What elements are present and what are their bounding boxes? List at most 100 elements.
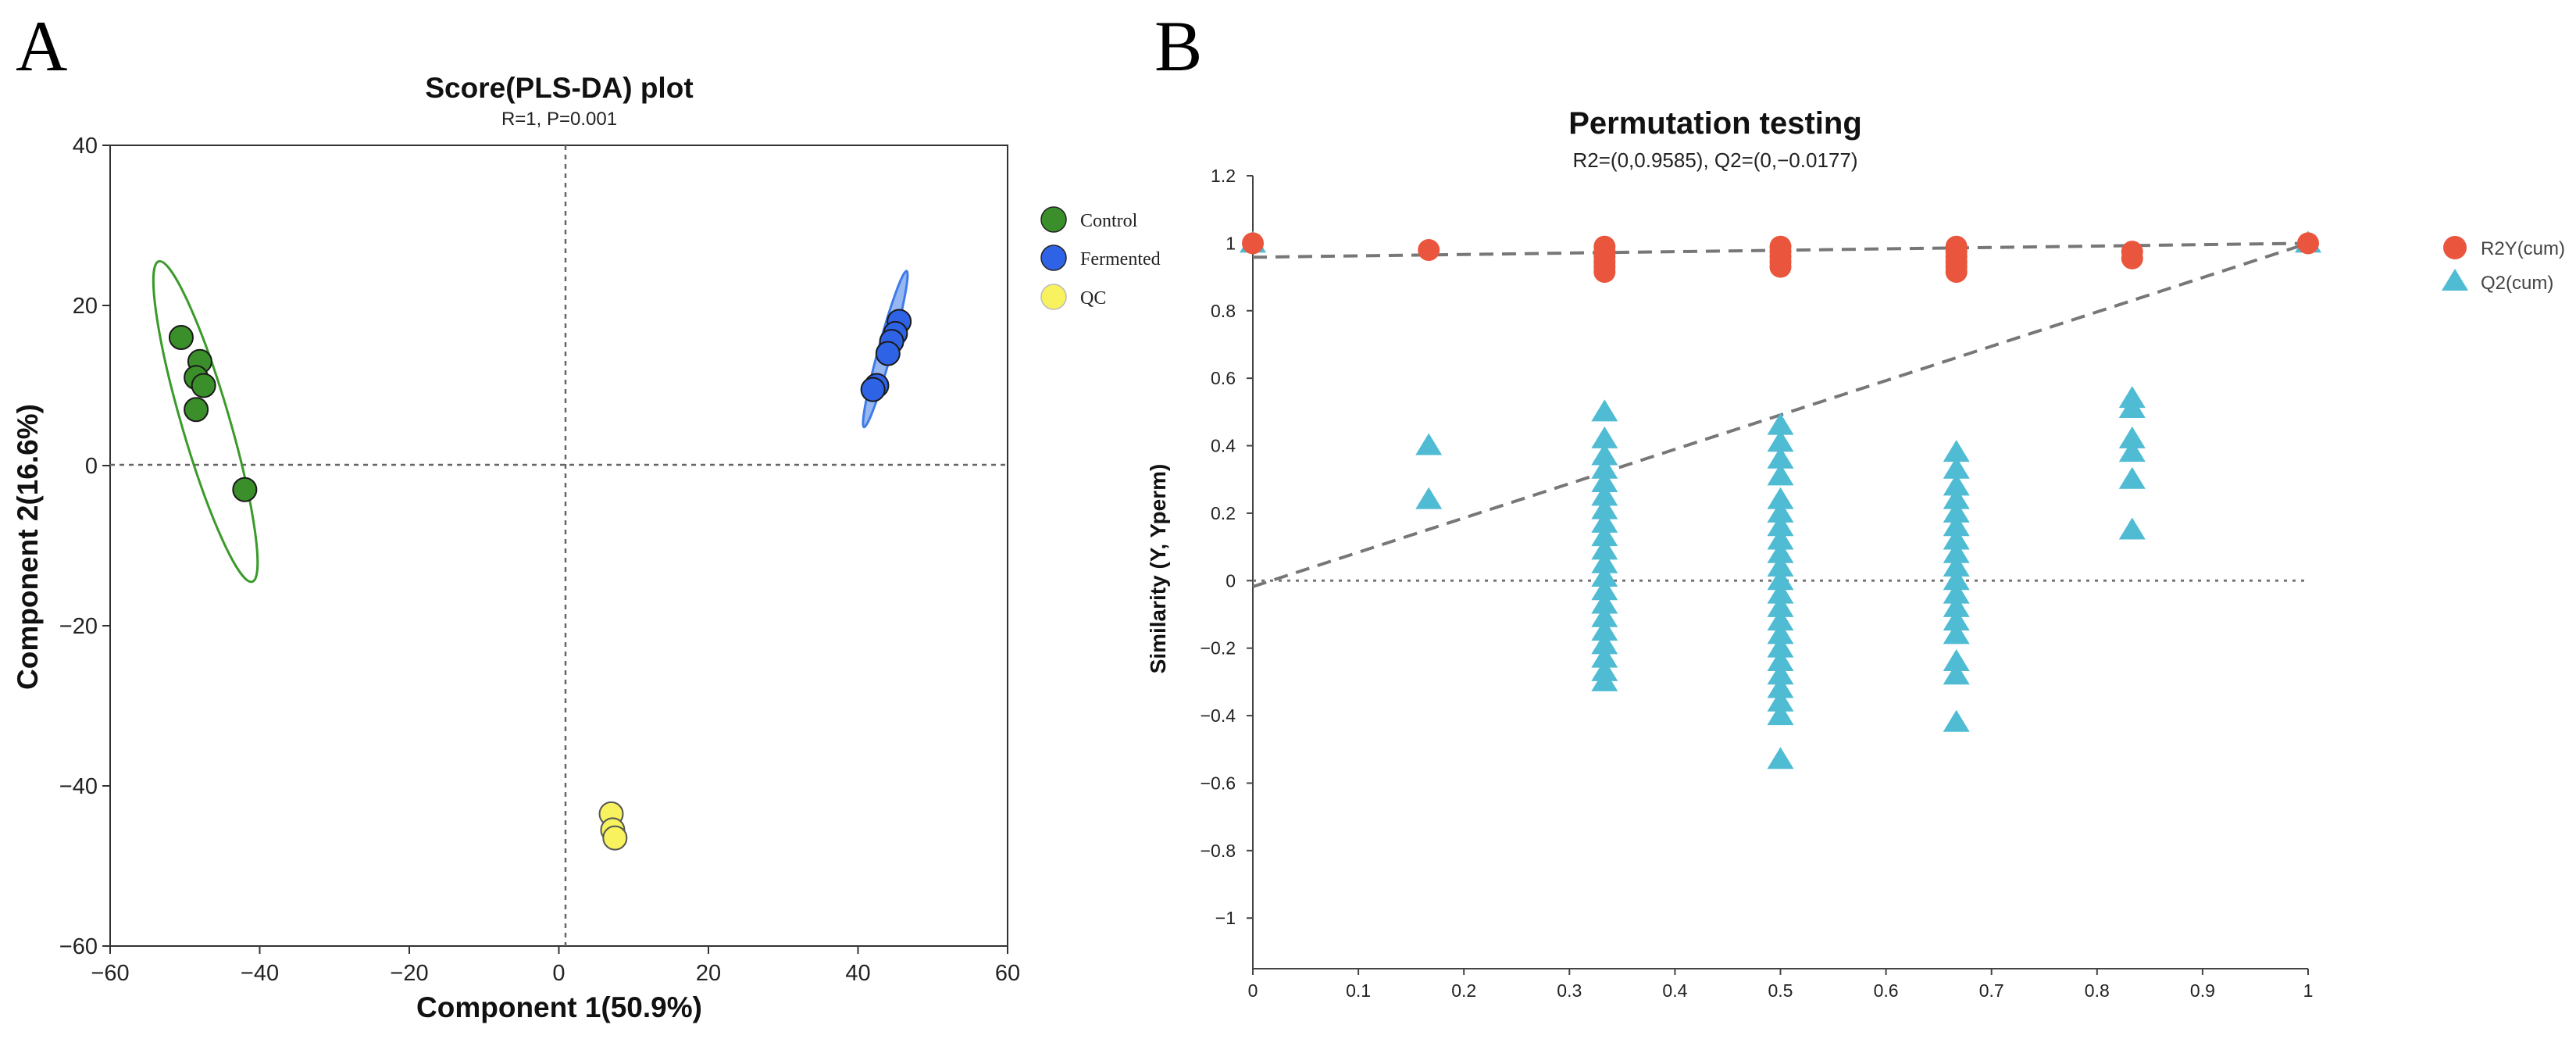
point-q2 <box>1591 645 1618 668</box>
score-plot-legend: Control Fermented QC <box>1040 206 1161 310</box>
point-q2 <box>1591 591 1618 614</box>
x-tick-label: −60 <box>91 961 129 986</box>
legend-r2y-label: R2Y(cum) <box>2481 238 2565 259</box>
y-tick-label: 40 <box>73 134 98 159</box>
permutation-plot-legend: R2Y(cum) Q2(cum) <box>2442 236 2565 294</box>
point-q2 <box>1591 470 1618 493</box>
point-q2 <box>1767 555 1794 577</box>
point-r2y <box>1769 255 1792 278</box>
panel-a-letter: A <box>16 6 67 86</box>
x-tick-label: 0 <box>552 961 565 986</box>
point-q2 <box>1591 619 1618 641</box>
point-q2 <box>1415 487 1443 509</box>
point-q2 <box>1591 578 1618 601</box>
point-q2 <box>1943 514 1970 537</box>
point-q2 <box>2118 517 2146 540</box>
permutation-plot-title: Permutation testing <box>1568 106 1862 141</box>
score-plot-title: Score(PLS-DA) plot <box>425 72 693 104</box>
point-q2 <box>1767 662 1794 685</box>
point-q2 <box>1767 581 1794 604</box>
point-q2 <box>1767 541 1794 563</box>
score-plot-frame <box>109 145 1008 947</box>
point-q2 <box>1591 510 1618 533</box>
score-plot: Score(PLS-DA) plot R=1, P=0.001 −60 −40 −2… <box>12 72 1161 1023</box>
x-tick-label: 0.1 <box>1346 980 1371 1001</box>
x-tick-label: 0.7 <box>1979 980 2004 1001</box>
point-q2 <box>1767 703 1794 726</box>
x-tick-label: 60 <box>995 961 1020 986</box>
panel-b-letter: B <box>1154 6 1202 86</box>
point-q2 <box>1943 581 1970 604</box>
point-q2 <box>1943 487 1970 509</box>
legend-fermented-marker <box>1040 245 1067 271</box>
x-tick-label: 0.9 <box>2190 980 2215 1001</box>
point-q2 <box>1767 622 1794 644</box>
x-tick-label: 0.4 <box>1662 980 1687 1001</box>
x-tick-label: 0.6 <box>1874 980 1899 1001</box>
permutation-plot-x-ticks: 0 0.1 0.2 0.3 0.4 0.5 0.6 0.7 0.8 0.9 1 <box>1248 969 2314 1001</box>
point-q2 <box>1943 709 1970 732</box>
point-q2 <box>1767 689 1794 712</box>
point-q2 <box>1767 430 1794 452</box>
legend-qc-marker <box>1040 284 1067 310</box>
point-q2 <box>1767 747 1794 769</box>
y-tick-label: 0 <box>1226 570 1236 591</box>
point-fermented <box>860 377 886 402</box>
y-tick-label: −1 <box>1215 908 1236 928</box>
point-q2 <box>1591 551 1618 573</box>
point-q2 <box>1943 662 1970 685</box>
point-q2 <box>1943 500 1970 523</box>
point-r2y <box>1242 232 1264 255</box>
point-q2 <box>1943 440 1970 462</box>
point-q2 <box>1767 500 1794 523</box>
score-plot-ellipses <box>152 259 909 584</box>
point-q2 <box>1943 648 1970 671</box>
permutation-plot: Permutation testing R2=(0,0.9585), Q2=(0… <box>1146 106 2565 1001</box>
x-tick-label: 0.2 <box>1451 980 1476 1001</box>
x-tick-label: 1 <box>2303 980 2314 1001</box>
legend-q2-label: Q2(cum) <box>2481 273 2553 294</box>
score-plot-subtitle: R=1, P=0.001 <box>501 109 617 130</box>
score-plot-x-ticks: −60 −40 −20 0 20 40 60 <box>91 946 1020 986</box>
y-tick-label: −0.2 <box>1201 638 1236 659</box>
point-q2 <box>1591 669 1618 691</box>
y-tick-label: 1 <box>1226 233 1236 253</box>
point-q2 <box>1767 463 1794 486</box>
point-q2 <box>1943 555 1970 577</box>
point-q2 <box>1943 527 1970 550</box>
y-tick-label: −60 <box>59 934 98 959</box>
point-q2 <box>1591 399 1618 422</box>
point-q2 <box>1591 524 1618 547</box>
permutation-plot-points <box>1240 230 2321 769</box>
y-tick-label: −40 <box>59 774 98 799</box>
point-q2 <box>2118 396 2146 419</box>
point-q2 <box>1943 473 1970 496</box>
point-q2 <box>1591 497 1618 520</box>
score-plot-x-label: Component 1(50.9%) <box>416 991 702 1023</box>
y-tick-label: 0.2 <box>1211 503 1236 523</box>
x-tick-label: 0.8 <box>2085 980 2110 1001</box>
y-tick-label: 0.8 <box>1211 301 1236 321</box>
point-q2 <box>1591 426 1618 448</box>
x-tick-label: 0 <box>1248 980 1258 1001</box>
point-q2 <box>1767 514 1794 537</box>
y-tick-label: −0.6 <box>1201 773 1236 793</box>
legend-r2y-marker <box>2443 236 2467 259</box>
point-q2 <box>1767 446 1794 469</box>
point-q2 <box>1943 609 1970 631</box>
legend-q2-marker <box>2442 269 2468 291</box>
legend-fermented-label: Fermented <box>1080 249 1161 270</box>
point-q2 <box>1767 568 1794 591</box>
point-q2 <box>1767 527 1794 550</box>
point-q2 <box>1767 609 1794 631</box>
point-q2 <box>1415 433 1443 455</box>
point-q2 <box>1767 676 1794 698</box>
point-fermented <box>875 341 901 366</box>
x-tick-label: −20 <box>390 961 428 986</box>
point-q2 <box>1591 564 1618 587</box>
point-q2 <box>1591 443 1618 466</box>
point-q2 <box>1591 632 1618 655</box>
point-q2 <box>2118 440 2146 462</box>
confidence-ellipse-control <box>152 259 259 584</box>
